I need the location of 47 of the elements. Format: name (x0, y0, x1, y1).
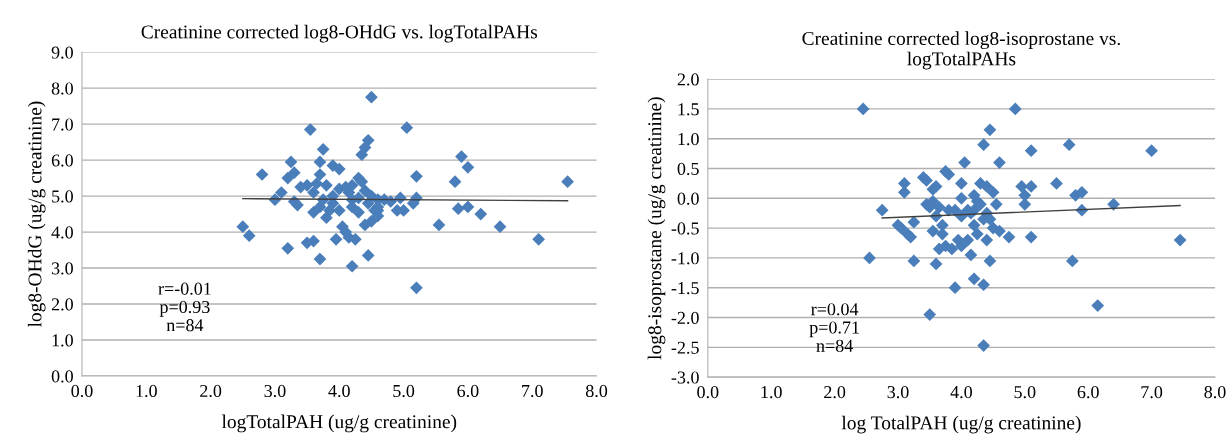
y-tick-label: 7.0 (52, 118, 73, 131)
x-tick-label: 7.0 (1141, 385, 1163, 399)
y-tick-label: 0.0 (51, 370, 73, 383)
y-axis-title: log8-OHdG (ug/g creatinine) (27, 101, 46, 328)
x-tick-label: 5.0 (393, 384, 415, 398)
x-tick-label: 5.0 (1014, 385, 1036, 399)
x-axis-title: log TotalPAH (ug/g creatinine) (841, 415, 1081, 434)
y-tick-label: -1.5 (671, 282, 699, 295)
x-tick-label: 2.0 (200, 384, 222, 398)
x-tick-label: 2.0 (824, 385, 846, 399)
x-tick-label: 1.0 (761, 385, 782, 399)
x-tick-label: 1.0 (136, 384, 157, 398)
y-tick-label: 1.5 (678, 103, 699, 116)
annotation: r=0.04 p=0.71 n=84 (809, 303, 859, 352)
x-tick-label: 6.0 (457, 384, 479, 398)
chart-title: Creatinine corrected log8-OHdG vs. logTotalPAHs (141, 24, 538, 43)
annotation: r=-0.01 p=0.93 n=84 (158, 282, 211, 332)
x-tick-label: 6.0 (1077, 385, 1099, 399)
y-tick-label: 1.0 (52, 334, 73, 347)
y-tick-label: 5.0 (52, 190, 73, 203)
y-tick-label: 0.5 (677, 162, 699, 176)
x-tick-label: 4.0 (950, 385, 973, 399)
y-tick-label: 0.0 (677, 192, 699, 205)
chart-title: Creatinine corrected log8-isoprostane vs. logTotalPAHs (802, 31, 1120, 70)
x-tick-label: 7.0 (522, 384, 543, 398)
y-tick-label: 6.0 (51, 154, 73, 167)
y-tick-label: -0.5 (671, 222, 699, 235)
y-axis-title: log8-isoprostane (ug/g creatinine) (647, 97, 666, 360)
y-tick-label: -2.0 (671, 311, 699, 325)
y-tick-label: 2.0 (677, 73, 699, 86)
x-tick-label: 3.0 (264, 384, 286, 398)
y-tick-label: -3.0 (671, 371, 699, 384)
x-axis-title: logTotalPAH (ug/g creatinine) (221, 414, 457, 433)
x-tick-label: 0.0 (697, 385, 719, 399)
x-tick-label: 8.0 (585, 384, 608, 398)
y-tick-label: 1.0 (678, 132, 699, 146)
y-tick-label: 3.0 (51, 262, 73, 275)
x-tick-label: 0.0 (71, 384, 93, 398)
y-tick-label: 2.0 (51, 298, 73, 311)
y-tick-label: 9.0 (51, 46, 73, 59)
x-tick-label: 8.0 (1204, 385, 1226, 399)
y-tick-label: -2.5 (671, 341, 699, 354)
y-tick-label: 8.0 (51, 82, 73, 95)
y-tick-label: 4.0 (51, 226, 73, 239)
x-tick-label: 4.0 (328, 384, 350, 398)
y-tick-label: -1.0 (671, 252, 699, 265)
x-tick-label: 3.0 (887, 385, 909, 399)
